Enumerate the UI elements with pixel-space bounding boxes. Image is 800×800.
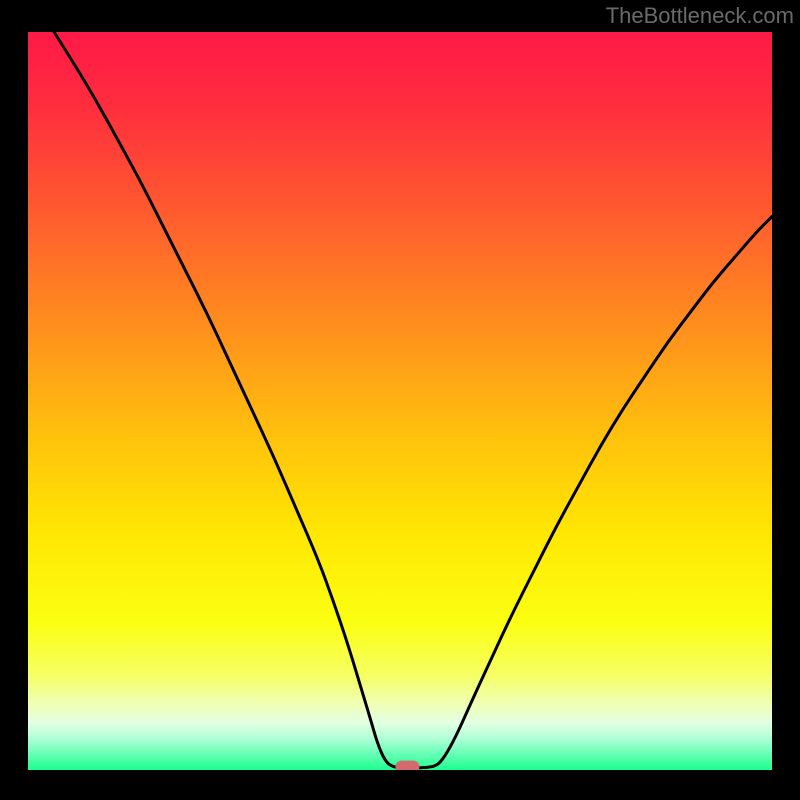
border-top	[0, 0, 800, 32]
chart-container: TheBottleneck.com	[0, 0, 800, 800]
border-bottom	[0, 770, 800, 800]
plot-background	[28, 32, 772, 770]
bottleneck-chart	[0, 0, 800, 800]
border-left	[0, 0, 28, 800]
border-right	[772, 0, 800, 800]
